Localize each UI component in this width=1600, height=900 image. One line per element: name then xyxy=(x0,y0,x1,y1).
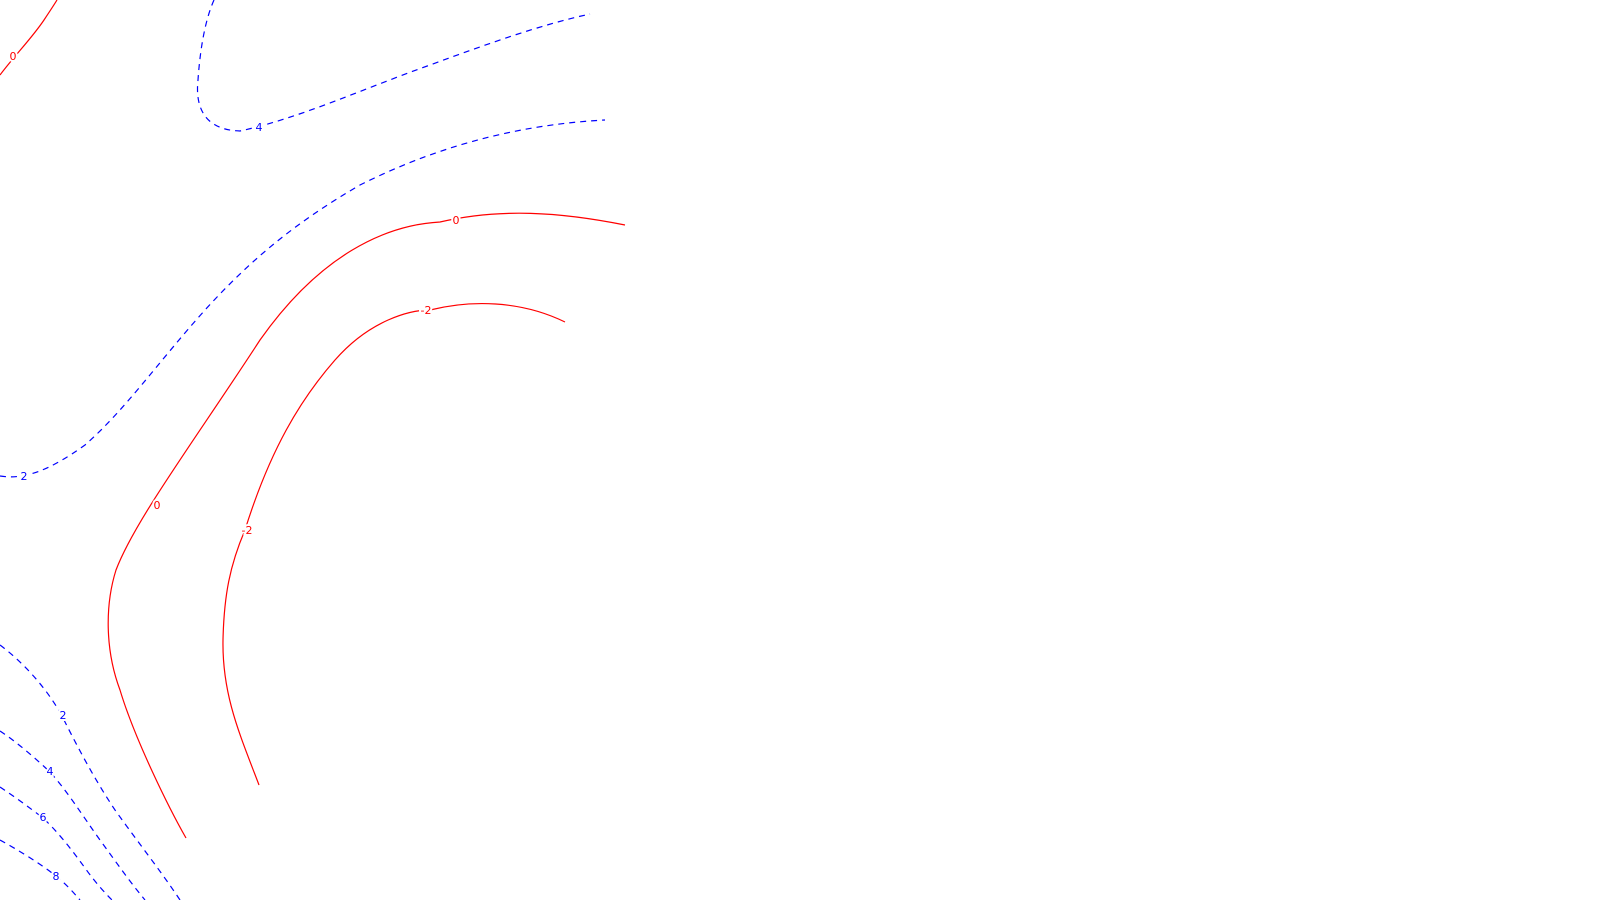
contour-label-six-lower-1: 6 xyxy=(40,811,47,824)
contour-line-eight-lower xyxy=(0,839,81,900)
contour-label-four-lower-1: 4 xyxy=(47,765,54,778)
contour-line-minus-two xyxy=(222,302,566,786)
contour-line-two-upper xyxy=(0,119,606,478)
contour-line-zero-main xyxy=(107,212,626,839)
contour-label-minus-two-1: -2 xyxy=(242,524,253,537)
contour-line-zero-top-left xyxy=(0,0,58,76)
contour-line-two-lower xyxy=(0,644,181,900)
contour-label-minus-two-2: -2 xyxy=(421,304,432,317)
contour-label-eight-lower-1: 8 xyxy=(53,870,60,883)
contour-label-two-lower-1: 2 xyxy=(60,709,67,722)
contour-label-zero-main-1: 0 xyxy=(453,214,460,227)
contour-label-four-top-1: 4 xyxy=(256,121,263,134)
contour-label-zero-top-left-1: 0 xyxy=(10,50,17,63)
contour-line-four-lower xyxy=(0,730,146,900)
contour-label-zero-main-2: 0 xyxy=(154,499,161,512)
contour-label-two-upper-1: 2 xyxy=(21,470,28,483)
contour-line-six-lower xyxy=(0,786,113,900)
contour-line-four-top xyxy=(196,0,591,132)
